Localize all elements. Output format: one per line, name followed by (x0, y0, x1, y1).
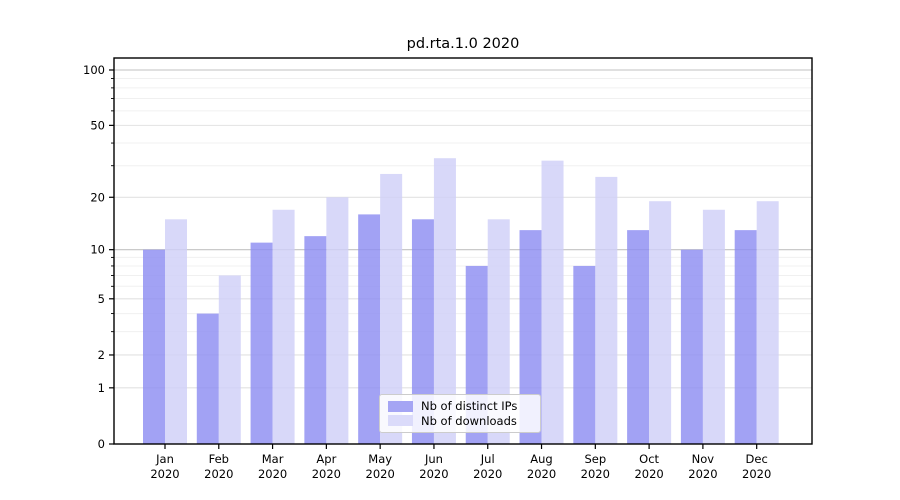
x-tick-label-month: Apr (316, 452, 336, 466)
legend-item-downloads: Nb of downloads (388, 414, 532, 429)
x-tick-label-month: Jul (480, 452, 495, 466)
x-tick-label-month: Feb (209, 452, 229, 466)
x-tick-label-year: 2020 (581, 467, 610, 481)
bar-downloads (649, 201, 672, 444)
y-tick-label: 100 (83, 63, 105, 77)
x-tick-label-year: 2020 (258, 467, 287, 481)
x-tick-label-year: 2020 (312, 467, 341, 481)
x-tick-label-year: 2020 (366, 467, 395, 481)
x-tick-label-month: Jan (155, 452, 174, 466)
x-tick-label-month: Dec (746, 452, 768, 466)
bar-downloads (433, 158, 456, 445)
bar-distinct-ips (627, 230, 650, 444)
x-tick-label-month: Jun (424, 452, 443, 466)
legend-label-distinct-ips: Nb of distinct IPs (421, 399, 518, 414)
x-tick-label-month: May (368, 452, 392, 466)
y-tick-label: 0 (98, 437, 105, 451)
x-tick-label-month: Mar (262, 452, 284, 466)
bar-downloads (218, 275, 241, 444)
bar-downloads (165, 219, 187, 444)
bar-distinct-ips (734, 230, 757, 444)
y-tick-label: 5 (98, 292, 105, 306)
legend: Nb of distinct IPs Nb of downloads (379, 394, 541, 433)
x-tick-label-year: 2020 (473, 467, 502, 481)
y-tick-label: 50 (90, 118, 105, 132)
x-tick-label-year: 2020 (634, 467, 663, 481)
bar-distinct-ips (573, 265, 596, 444)
bar-downloads (595, 176, 618, 444)
bar-distinct-ips (304, 236, 327, 444)
bar-distinct-ips (358, 214, 381, 444)
bar-downloads (541, 160, 564, 444)
bar-downloads (702, 209, 725, 444)
bar-distinct-ips (411, 219, 434, 444)
bar-distinct-ips (519, 230, 542, 444)
bar-distinct-ips (680, 249, 703, 444)
x-tick-label-month: Aug (530, 452, 552, 466)
x-tick-label-year: 2020 (204, 467, 233, 481)
bar-distinct-ips (143, 249, 165, 444)
bar-downloads (756, 201, 779, 444)
x-tick-label-year: 2020 (688, 467, 717, 481)
x-tick-label-month: Sep (584, 452, 606, 466)
bar-downloads (326, 197, 349, 444)
legend-swatch-distinct-ips (388, 400, 413, 412)
x-tick-label-month: Oct (639, 452, 659, 466)
legend-item-distinct-ips: Nb of distinct IPs (388, 399, 532, 414)
legend-swatch-downloads (388, 415, 413, 427)
y-tick-label: 20 (90, 190, 105, 204)
bar-downloads (272, 209, 295, 444)
bar-downloads (380, 173, 403, 444)
x-tick-label-month: Nov (692, 452, 715, 466)
x-tick-label-year: 2020 (742, 467, 771, 481)
y-tick-label: 2 (98, 348, 105, 362)
x-tick-label-year: 2020 (150, 467, 179, 481)
bar-downloads (487, 219, 510, 444)
y-tick-label: 10 (90, 243, 105, 257)
y-tick-label: 1 (98, 381, 105, 395)
axes-frame (113, 57, 813, 445)
chart-title: pd.rta.1.0 2020 (406, 36, 520, 52)
bar-distinct-ips (250, 242, 273, 444)
x-tick-label-year: 2020 (527, 467, 556, 481)
bar-distinct-ips (196, 313, 219, 444)
x-tick-label-year: 2020 (419, 467, 448, 481)
legend-label-downloads: Nb of downloads (421, 413, 517, 428)
